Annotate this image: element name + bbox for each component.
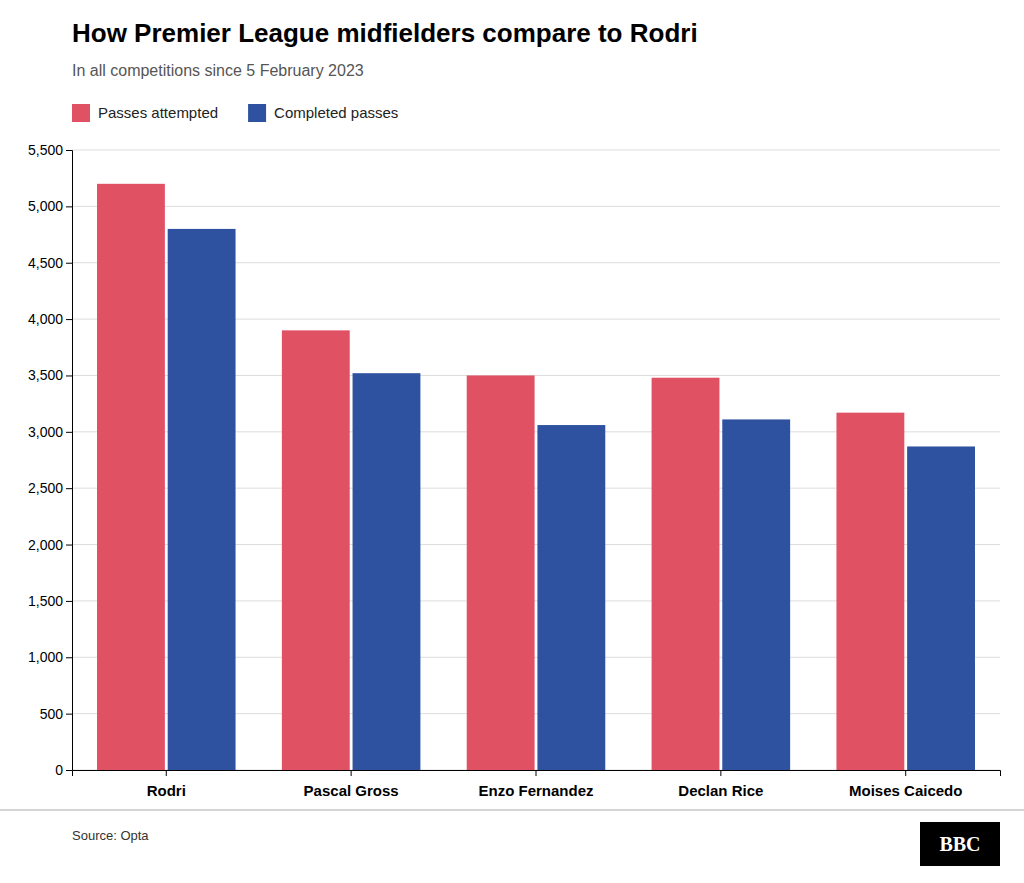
y-tick: 5,500 — [28, 142, 72, 158]
x-axis: Rodri Pascal Gross Enzo Fernandez Declan Ri… — [73, 770, 1001, 799]
y-tick-label: 5,500 — [28, 142, 63, 158]
y-tick-label: 1,500 — [28, 593, 63, 609]
x-tick-label: Pascal Gross — [304, 782, 399, 799]
legend-swatch — [248, 104, 266, 122]
y-tick: 0 — [55, 762, 72, 778]
bar — [282, 330, 350, 770]
bar — [97, 184, 165, 770]
x-axis-line — [73, 771, 1001, 777]
separator — [0, 810, 1024, 811]
chart-svg: How Premier League midfielders compare t… — [0, 0, 1024, 883]
y-tick-label: 3,500 — [28, 367, 63, 383]
x-tick-label: Rodri — [147, 782, 186, 799]
x-tick-label: Enzo Fernandez — [478, 782, 593, 799]
y-tick-mark — [66, 657, 72, 658]
bar — [836, 413, 904, 770]
y-tick-mark — [66, 601, 72, 602]
y-tick-label: 4,500 — [28, 255, 63, 271]
x-tick: Moises Caicedo — [849, 770, 962, 799]
bar — [722, 419, 790, 770]
y-tick-label: 5,000 — [28, 198, 63, 214]
x-tick-mark — [905, 770, 906, 776]
bars — [97, 184, 975, 770]
x-tick: Enzo Fernandez — [478, 770, 593, 799]
x-tick-mark — [536, 770, 537, 776]
y-tick-mark — [66, 150, 72, 151]
logo: BBC — [939, 833, 980, 855]
x-tick: Rodri — [147, 770, 186, 799]
title: How Premier League midfielders compare t… — [72, 18, 698, 48]
legend-swatch — [72, 104, 90, 122]
subtitle: In all competitions since 5 February 202… — [72, 62, 364, 79]
logo-box — [920, 822, 1000, 866]
y-tick-label: 1,000 — [28, 649, 63, 665]
legend-label: Passes attempted — [98, 104, 218, 121]
y-tick-mark — [66, 714, 72, 715]
grid-line — [72, 206, 1000, 207]
y-tick: 2,500 — [28, 480, 72, 496]
y-tick-mark — [66, 432, 72, 433]
bar — [537, 425, 605, 770]
y-tick-label: 3,000 — [28, 424, 63, 440]
y-tick: 4,000 — [28, 311, 72, 327]
x-tick-label: Moises Caicedo — [849, 782, 962, 799]
bar — [907, 446, 975, 770]
legend-label: Completed passes — [274, 104, 398, 121]
x-tick: Declan Rice — [678, 770, 763, 799]
bar — [467, 375, 535, 770]
y-tick-label: 4,000 — [28, 311, 63, 327]
chart-container: How Premier League midfielders compare t… — [0, 0, 1024, 883]
y-tick: 4,500 — [28, 255, 72, 271]
y-tick-label: 2,500 — [28, 480, 63, 496]
grid-line — [72, 150, 1000, 151]
legend-item: Completed passes — [248, 104, 398, 122]
y-tick: 1,000 — [28, 649, 72, 665]
legend-item: Passes attempted — [72, 104, 218, 122]
source: Source: Opta — [72, 828, 149, 843]
y-tick-label: 500 — [40, 706, 64, 722]
y-tick-label: 0 — [55, 762, 63, 778]
grid — [72, 150, 1000, 770]
y-axis-line — [66, 151, 73, 771]
legend: Passes attempted Completed passes — [72, 104, 398, 122]
y-tick-mark — [66, 206, 72, 207]
x-tick-mark — [720, 770, 721, 776]
x-tick-label: Declan Rice — [678, 782, 763, 799]
y-tick: 5,000 — [28, 198, 72, 214]
bar — [168, 229, 236, 770]
x-tick-mark — [351, 770, 352, 776]
y-tick-mark — [66, 770, 72, 771]
x-tick-mark — [166, 770, 167, 776]
y-tick-label: 2,000 — [28, 537, 63, 553]
y-tick: 3,500 — [28, 367, 72, 383]
y-tick-mark — [66, 263, 72, 264]
y-tick-mark — [66, 488, 72, 489]
y-tick: 1,500 — [28, 593, 72, 609]
bar-series — [168, 229, 975, 770]
y-tick-mark — [66, 375, 72, 376]
y-tick-mark — [66, 319, 72, 320]
y-tick-mark — [66, 545, 72, 546]
y-tick: 3,000 — [28, 424, 72, 440]
bar — [353, 373, 421, 770]
y-tick: 500 — [40, 706, 72, 722]
y-axis: 0 500 1,000 1,500 2,000 2,500 3,000 3,500 4,000 4… — [28, 142, 73, 778]
bar-series — [97, 184, 904, 770]
x-tick: Pascal Gross — [304, 770, 399, 799]
y-tick: 2,000 — [28, 537, 72, 553]
bar — [652, 378, 720, 770]
